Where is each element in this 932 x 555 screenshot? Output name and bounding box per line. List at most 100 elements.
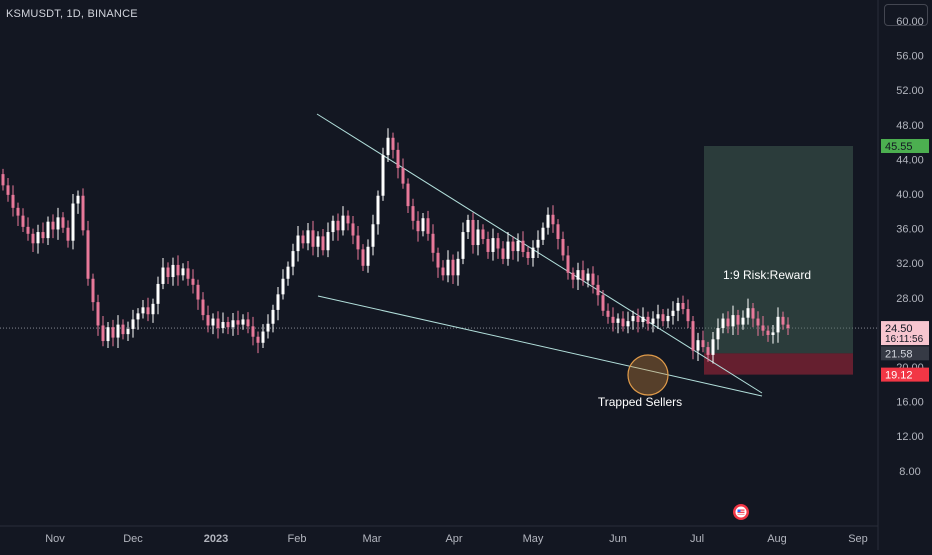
candle-body[interactable] (506, 241, 510, 259)
candle-body[interactable] (151, 303, 155, 315)
candle-body[interactable] (341, 215, 345, 231)
candle-body[interactable] (521, 240, 525, 252)
candle-body[interactable] (436, 252, 440, 268)
candle-body[interactable] (241, 319, 245, 325)
candle-body[interactable] (431, 233, 435, 253)
candle-body[interactable] (121, 324, 125, 335)
candle-body[interactable] (491, 238, 495, 252)
candle-body[interactable] (686, 309, 690, 322)
candle-body[interactable] (36, 232, 40, 244)
candle-body[interactable] (66, 227, 70, 241)
candle-body[interactable] (426, 218, 430, 234)
candle-body[interactable] (291, 251, 295, 267)
candle-body[interactable] (21, 215, 25, 227)
candle-body[interactable] (421, 218, 425, 232)
candle-body[interactable] (266, 323, 270, 332)
candle-body[interactable] (361, 249, 365, 266)
candle-body[interactable] (486, 238, 490, 252)
wedge-upper-trendline[interactable] (316, 113, 763, 394)
candle-body[interactable] (201, 299, 205, 316)
candle-body[interactable] (326, 232, 330, 251)
candle-body[interactable] (616, 318, 620, 323)
candle-body[interactable] (76, 195, 80, 204)
chart-control-box[interactable] (884, 4, 928, 26)
candle-body[interactable] (716, 328, 720, 340)
candle-body[interactable] (761, 325, 765, 331)
candle-body[interactable] (766, 330, 770, 335)
candle-body[interactable] (306, 230, 310, 244)
candle-body[interactable] (231, 320, 235, 328)
candle-body[interactable] (576, 270, 580, 280)
candle-body[interactable] (316, 236, 320, 247)
candle-body[interactable] (711, 339, 715, 355)
candle-body[interactable] (146, 307, 150, 315)
candle-body[interactable] (31, 233, 35, 244)
candle-body[interactable] (271, 309, 275, 324)
candle-body[interactable] (336, 220, 340, 231)
candle-body[interactable] (741, 317, 745, 325)
candle-body[interactable] (196, 284, 200, 300)
candle-body[interactable] (256, 336, 260, 343)
candle-body[interactable] (406, 183, 410, 207)
candle-body[interactable] (246, 319, 250, 327)
candle-body[interactable] (731, 315, 735, 327)
candle-body[interactable] (571, 272, 575, 280)
candle-body[interactable] (111, 327, 115, 338)
candle-body[interactable] (586, 273, 590, 281)
candle-body[interactable] (646, 316, 650, 324)
candle-body[interactable] (516, 240, 520, 252)
candle-body[interactable] (346, 215, 350, 224)
candle-body[interactable] (321, 236, 325, 251)
candle-body[interactable] (61, 217, 65, 228)
candle-body[interactable] (606, 310, 610, 317)
candle-body[interactable] (156, 283, 160, 304)
candle-body[interactable] (261, 331, 265, 343)
candle-body[interactable] (81, 195, 85, 231)
candle-body[interactable] (1, 174, 5, 186)
candle-body[interactable] (251, 326, 255, 337)
candle-body[interactable] (51, 221, 55, 230)
candle-body[interactable] (401, 168, 405, 184)
candle-body[interactable] (141, 307, 145, 314)
candle-body[interactable] (666, 315, 670, 322)
candle-body[interactable] (416, 220, 420, 232)
candle-body[interactable] (776, 316, 780, 333)
candle-body[interactable] (41, 232, 45, 239)
candle-body[interactable] (746, 308, 750, 318)
candle-body[interactable] (366, 246, 370, 266)
candle-body[interactable] (446, 259, 450, 276)
candle-body[interactable] (126, 328, 130, 335)
candle-body[interactable] (171, 264, 175, 278)
candle-body[interactable] (376, 195, 380, 225)
candle-body[interactable] (46, 221, 50, 239)
candle-body[interactable] (466, 219, 470, 233)
candle-body[interactable] (721, 318, 725, 329)
candle-body[interactable] (566, 255, 570, 273)
candle-body[interactable] (441, 267, 445, 276)
candle-body[interactable] (611, 316, 615, 323)
candle-body[interactable] (481, 229, 485, 239)
candle-body[interactable] (706, 347, 710, 355)
candle-body[interactable] (771, 332, 775, 335)
candle-body[interactable] (6, 185, 10, 195)
candle-body[interactable] (641, 316, 645, 323)
candle-body[interactable] (56, 217, 60, 230)
candle-body[interactable] (681, 302, 685, 310)
candle-body[interactable] (311, 230, 315, 247)
candle-body[interactable] (691, 321, 695, 351)
candle-body[interactable] (11, 194, 15, 208)
candle-body[interactable] (131, 319, 135, 329)
candle-body[interactable] (551, 214, 555, 225)
candle-body[interactable] (621, 318, 625, 327)
candle-body[interactable] (96, 302, 100, 326)
candle-body[interactable] (451, 259, 455, 276)
candle-body[interactable] (331, 220, 335, 233)
candle-body[interactable] (751, 308, 755, 319)
candle-body[interactable] (286, 266, 290, 279)
candle-body[interactable] (391, 137, 395, 150)
candle-body[interactable] (381, 155, 385, 196)
candle-body[interactable] (356, 235, 360, 250)
candle-body[interactable] (781, 316, 785, 325)
candle-body[interactable] (581, 270, 585, 281)
